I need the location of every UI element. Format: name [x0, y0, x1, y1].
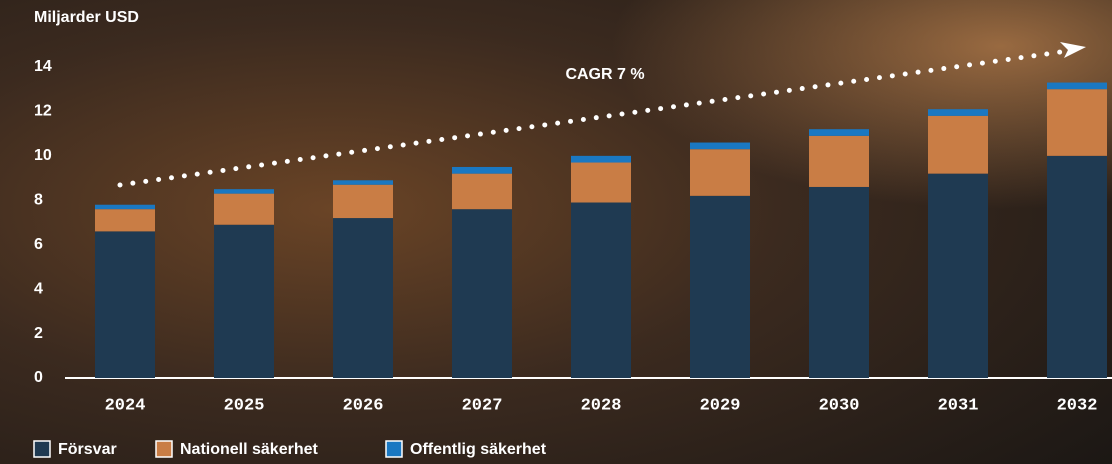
bar-segment: [809, 187, 869, 378]
x-tick-label: 2028: [581, 396, 622, 415]
bar-segment: [452, 209, 512, 378]
bar-segment: [571, 163, 631, 203]
bar-segment: [571, 156, 631, 163]
legend-label: Offentlig säkerhet: [410, 441, 547, 458]
bar-segment: [95, 231, 155, 378]
y-tick-label: 8: [34, 192, 43, 209]
x-tick-label: 2024: [105, 396, 146, 415]
bar-segment: [690, 143, 750, 150]
bar-segment: [1047, 156, 1107, 378]
bar-segment: [928, 174, 988, 378]
bar-segment: [214, 194, 274, 225]
annotation: CAGR 7 %: [565, 66, 644, 83]
legend-swatch: [34, 441, 50, 457]
bar-segment: [690, 149, 750, 196]
bar-segment: [1047, 89, 1107, 156]
bar-segment: [95, 205, 155, 209]
legend-label: Nationell säkerhet: [180, 441, 319, 458]
y-tick-label: 10: [34, 147, 52, 164]
bar-segment: [452, 167, 512, 174]
bar-segment: [214, 189, 274, 193]
bar-segment: [452, 174, 512, 210]
x-tick-label: 2027: [462, 396, 503, 415]
x-tick-label: 2031: [938, 396, 979, 415]
page: Miljarder USD CAGR 7 % 0 2 4 6 8 10 12 14 2024 20…: [0, 0, 1112, 464]
y-tick-label: 14: [34, 58, 52, 75]
bar-segment: [333, 185, 393, 218]
legend-swatch: [386, 441, 402, 457]
bar-segment: [95, 209, 155, 231]
y-tick-label: 2: [34, 325, 43, 342]
bar-segment: [571, 203, 631, 378]
x-tick-label: 2026: [343, 396, 384, 415]
x-tick-label: 2030: [819, 396, 860, 415]
chart: Miljarder USD CAGR 7 % 0 2 4 6 8 10 12 14 2024 20…: [0, 0, 1112, 464]
bar-segment: [809, 136, 869, 187]
x-tick-label: 2029: [700, 396, 741, 415]
x-tick-label: 2025: [224, 396, 265, 415]
bar-segment: [928, 109, 988, 116]
bar-segment: [333, 218, 393, 378]
y-axis-label: Miljarder USD: [34, 9, 139, 26]
x-tick-label: 2032: [1057, 396, 1098, 415]
bar-segment: [690, 196, 750, 378]
bar-segment: [809, 129, 869, 136]
bar-segment: [928, 116, 988, 174]
y-tick-label: 6: [34, 236, 43, 253]
y-tick-label: 4: [34, 280, 43, 297]
y-tick-label: 0: [34, 369, 43, 386]
legend-label: Försvar: [58, 441, 117, 458]
y-tick-label: 12: [34, 103, 52, 120]
bar-segment: [214, 225, 274, 378]
legend-swatch: [156, 441, 172, 457]
bar-segment: [333, 180, 393, 184]
bar-segment: [1047, 83, 1107, 90]
